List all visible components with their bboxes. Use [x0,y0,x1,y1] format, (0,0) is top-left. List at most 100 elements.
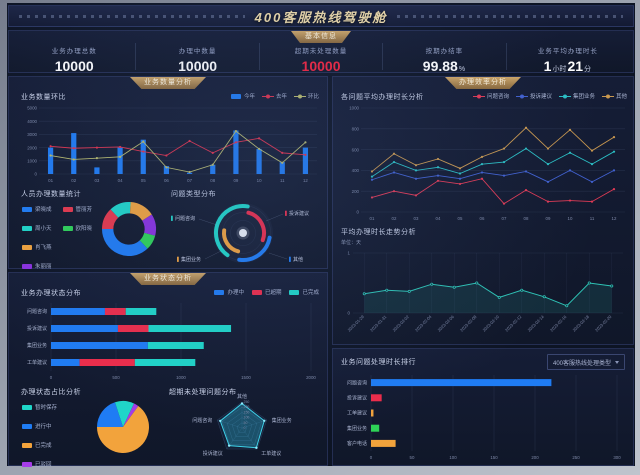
page-title: 400客服热线驾驶舱 [254,9,388,25]
legend-item[interactable]: 问题咨询 [472,92,509,100]
panel-status-analysis: 业务状态分析 业务办理状态分布 办理中 已超期 已完成 0 500 1000 1500 20… [8,272,328,468]
ranking-type-select[interactable]: 400客服热线处理类型 [546,354,625,370]
svg-text:0: 0 [348,311,351,316]
svg-text:800: 800 [352,127,360,132]
volume-chart-title: 业务数量环比 [21,94,66,101]
legend-item[interactable]: 已完成 [21,441,57,449]
svg-text:500: 500 [112,375,120,380]
svg-text:投诉建议: 投诉建议 [27,325,47,332]
svg-text:2023-02-18: 2023-02-18 [572,314,591,333]
svg-text:07: 07 [187,178,192,183]
svg-text:投诉建议: 投诉建议 [347,395,367,402]
svg-text:工单建议: 工单建议 [27,359,47,366]
legend-item[interactable]: 暂时保存 [21,403,57,411]
chevron-down-icon [615,360,619,364]
staff-legend[interactable]: 梁晓成周小天肖飞燕朱丽丽 管丽芳欧阳晓 [21,203,92,272]
svg-text:3000: 3000 [27,132,37,137]
svg-text:1000: 1000 [176,375,186,380]
legend-item[interactable]: 已超期 [251,288,281,296]
legend-item[interactable]: 已驳回 [21,460,57,468]
status-pie-title: 办理状态占比分析 [21,389,81,396]
legend-item[interactable]: 朱丽丽 [21,262,52,270]
svg-text:400: 400 [352,168,360,173]
legend-item[interactable]: 周小天 [21,224,52,232]
legend-item[interactable]: 环比 [293,92,319,100]
svg-text:0: 0 [244,426,246,430]
svg-text:250: 250 [572,455,580,460]
panel-volume-analysis: 业务数量分析 业务数量环比 今年 去年 环比 0 1000 2000 3000 4000 50… [8,76,328,272]
legend-item[interactable]: 投诉建议 [515,92,552,100]
svg-text:10: 10 [257,178,262,183]
kpi-processing: 办理中数量 10000 [135,43,258,74]
svg-text:1500: 1500 [241,375,251,380]
svg-text:05: 05 [141,178,146,183]
efficiency-legend[interactable]: 问题咨询 投诉建议 集团业务 其他 [472,92,627,100]
volume-badge: 业务数量分析 [130,77,206,89]
status-stacked-bar-chart: 0 500 1000 1500 2000 问题咨询 投诉建议 集团业务 工单建议 [15,299,323,383]
ranking-title: 业务问题处理时长排行 [341,359,416,366]
svg-text:12: 12 [303,178,308,183]
svg-text:200: 200 [352,189,360,194]
svg-text:0: 0 [50,375,53,380]
trend-chart-title: 平均办理时长走势分析 [341,229,416,236]
svg-text:客户电话: 客户电话 [347,440,367,447]
svg-text:100: 100 [244,416,250,420]
kpi-strip: 业务办理总数 10000 办理中数量 10000 超期未处理数量 10000 按期办结率 99… [13,43,629,74]
legend-item[interactable]: 今年 [230,92,255,100]
svg-text:02: 02 [392,216,397,221]
ranking-type-value: 400客服热线处理类型 [552,360,611,367]
svg-text:1: 1 [348,251,351,256]
volume-legend[interactable]: 今年 去年 环比 [230,92,319,100]
overdue-radar-chart: 0 50 100 150 200 250 其他 集团业务 工单建议 投诉建议 问题咨询 [157,389,327,467]
svg-text:11: 11 [590,216,595,221]
legend-item[interactable]: 欧阳晓 [62,224,92,232]
title-bar: 400客服热线驾驶舱 [8,5,634,27]
svg-text:10: 10 [568,216,573,221]
svg-text:2000: 2000 [27,145,37,150]
svg-text:50: 50 [244,421,248,425]
svg-text:问题咨询: 问题咨询 [347,379,367,386]
status-dist-legend[interactable]: 办理中 已超期 已完成 [213,288,319,296]
legend-item[interactable]: 进行中 [21,422,57,430]
svg-text:工单建议: 工单建议 [261,450,281,457]
legend-item[interactable]: 去年 [261,92,287,100]
svg-text:2023-02-16: 2023-02-16 [549,314,568,333]
svg-text:4000: 4000 [27,119,37,124]
svg-text:2023-02-08: 2023-02-08 [459,314,478,333]
legend-item[interactable]: 梁晓成 [21,205,52,213]
svg-text:5000: 5000 [27,106,37,111]
overdue-radar-title: 超期未处理问题分布 [169,389,237,396]
svg-text:200: 200 [531,455,539,460]
legend-item[interactable]: 已完成 [288,288,319,296]
kpi-avg-time: 业务平均办理时长 1小时21分 [505,43,629,74]
volume-combo-chart: 0 1000 2000 3000 4000 5000 01 02 03 04 05 06 07 08 09 1… [15,103,323,185]
svg-text:05: 05 [458,216,463,221]
svg-text:02: 02 [71,178,76,183]
svg-text:11: 11 [280,178,285,183]
issue-types-gauge-chart: 问题咨询 投诉建议 集团业务 其他 [163,195,327,269]
status-pie-legend[interactable]: 暂时保存进行中已完成已驳回 [21,401,57,470]
legend-item[interactable]: 集团业务 [558,92,595,100]
svg-text:600: 600 [352,147,360,152]
svg-text:1000: 1000 [27,159,37,164]
svg-text:2023-02-14: 2023-02-14 [527,314,546,333]
kpi-ontime-rate: 按期办结率 99.88% [382,43,505,74]
svg-text:04: 04 [118,178,123,183]
svg-text:集团业务: 集团业务 [272,417,292,424]
staff-chart-title: 人员办理数量统计 [21,191,81,198]
kpi-total: 业务办理总数 10000 [51,48,97,74]
legend-item[interactable]: 办理中 [213,288,244,296]
svg-text:09: 09 [233,178,238,183]
svg-text:12: 12 [612,216,617,221]
legend-item[interactable]: 其他 [601,92,627,100]
svg-text:2023-02-10: 2023-02-10 [482,314,501,333]
legend-item[interactable]: 肖飞燕 [21,243,52,251]
panel-efficiency-analysis: 办理效率分析 各问题平均办理时长分析 问题咨询 投诉建议 集团业务 其他 0 200 40… [332,76,634,345]
svg-text:150: 150 [244,410,250,414]
svg-text:其他: 其他 [293,256,303,263]
legend-item[interactable]: 管丽芳 [62,205,92,213]
svg-text:200: 200 [244,405,250,409]
svg-text:01: 01 [370,216,375,221]
svg-text:2023-02-20: 2023-02-20 [594,314,613,333]
